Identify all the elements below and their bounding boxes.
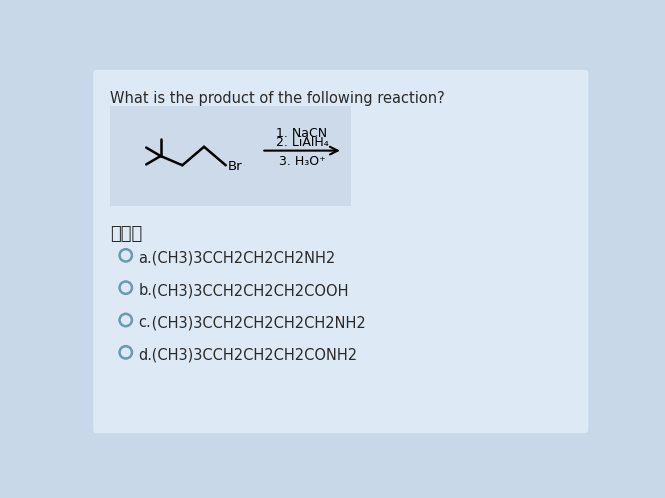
FancyBboxPatch shape bbox=[93, 70, 589, 433]
Text: What is the product of the following reaction?: What is the product of the following rea… bbox=[110, 91, 445, 106]
Text: (CH3)3CCH2CH2CH2NH2: (CH3)3CCH2CH2CH2NH2 bbox=[148, 250, 336, 266]
Text: d.: d. bbox=[138, 348, 152, 363]
Text: 3. H₃O⁺: 3. H₃O⁺ bbox=[279, 155, 325, 168]
Text: Br: Br bbox=[228, 159, 243, 172]
Text: c.: c. bbox=[138, 315, 151, 330]
Text: (CH3)3CCH2CH2CH2CH2NH2: (CH3)3CCH2CH2CH2CH2NH2 bbox=[148, 315, 366, 330]
Text: (CH3)3CCH2CH2CH2COOH: (CH3)3CCH2CH2CH2COOH bbox=[148, 283, 349, 298]
Text: a.: a. bbox=[138, 250, 152, 266]
Text: 2. LiAlH₄: 2. LiAlH₄ bbox=[276, 136, 329, 149]
Text: (CH3)3CCH2CH2CH2CONH2: (CH3)3CCH2CH2CH2CONH2 bbox=[148, 348, 358, 363]
Text: 1. NaCN: 1. NaCN bbox=[277, 127, 328, 140]
Text: 單選：: 單選： bbox=[110, 225, 142, 244]
Text: b.: b. bbox=[138, 283, 152, 298]
FancyBboxPatch shape bbox=[110, 106, 350, 206]
